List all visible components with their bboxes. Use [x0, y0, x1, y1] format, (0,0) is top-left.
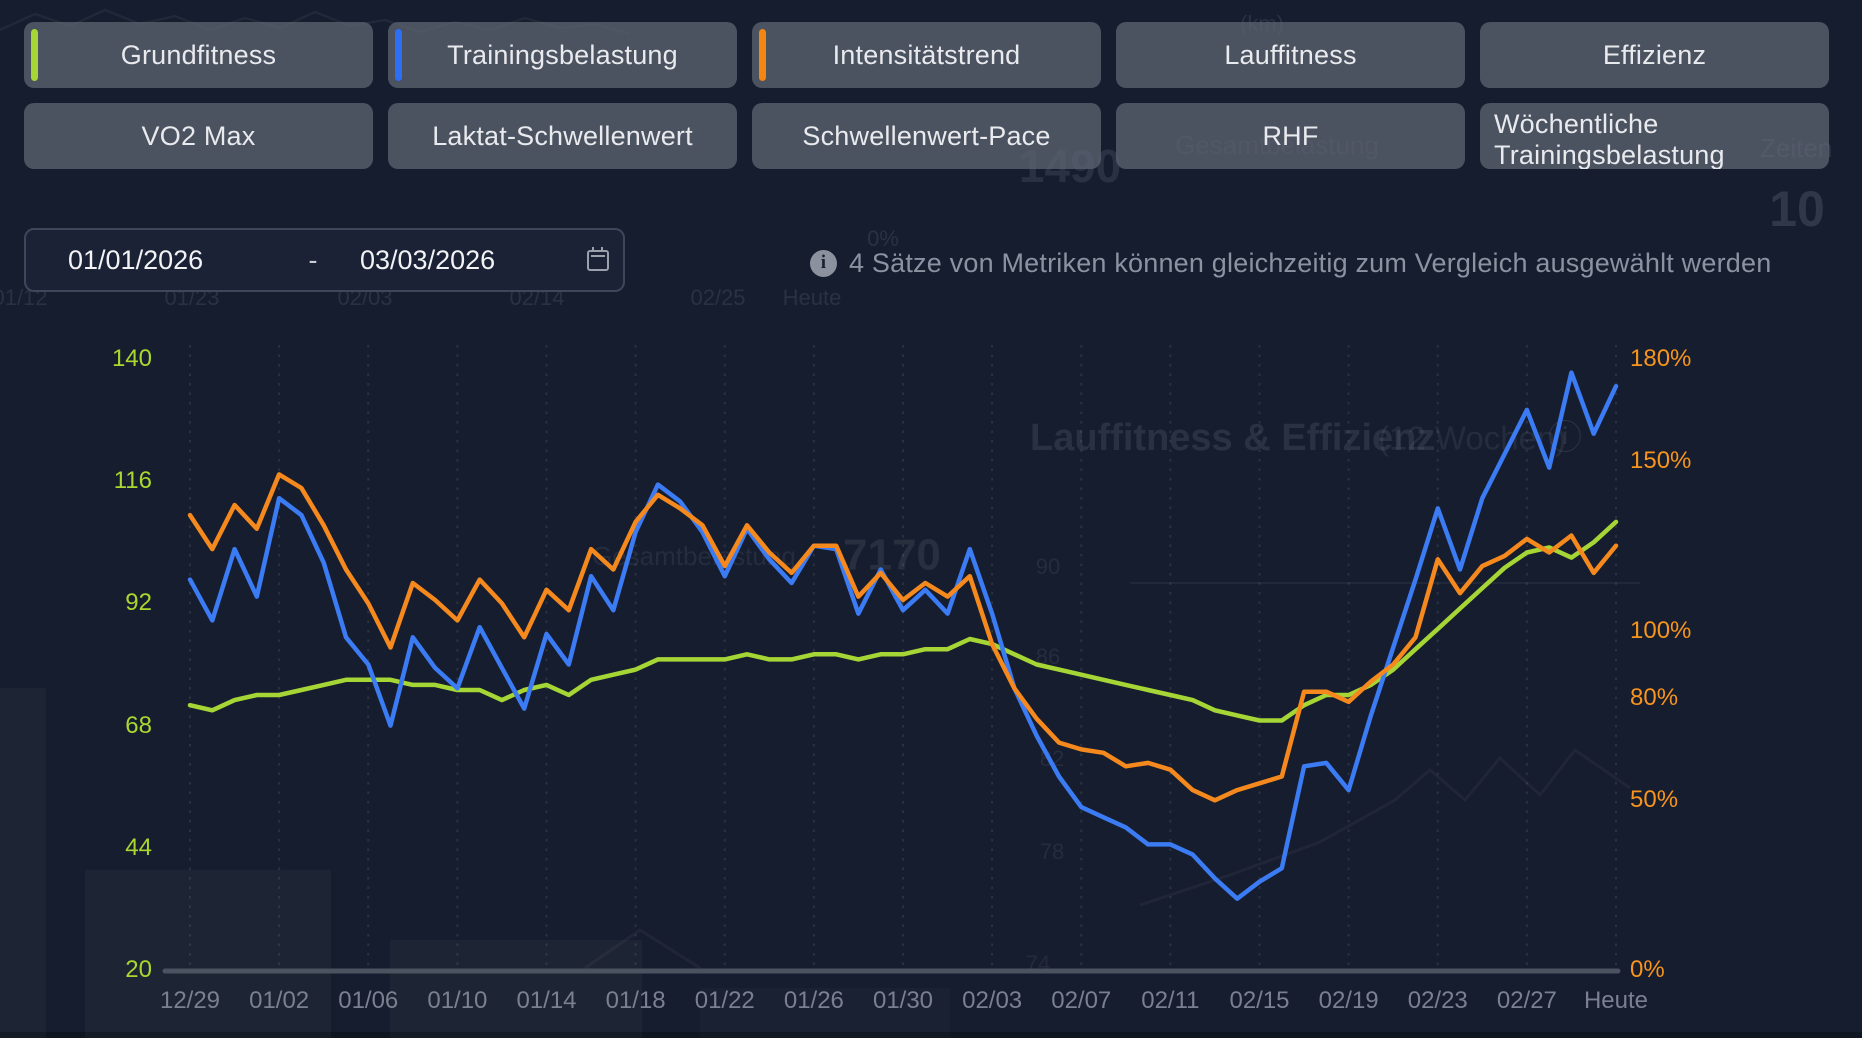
- metric-button-label: Laktat-Schwellenwert: [432, 120, 693, 151]
- info-icon: i: [810, 249, 837, 277]
- metric-button-schwellenwert-pace[interactable]: Schwellenwert-Pace: [752, 103, 1101, 169]
- info-banner: i 4 Sätze von Metriken können gleichzeit…: [810, 246, 1840, 280]
- metric-button-vo2-max[interactable]: VO2 Max: [24, 103, 373, 169]
- metric-button-label: Lauffitness: [1224, 39, 1357, 70]
- metric-button-effizienz[interactable]: Effizienz: [1480, 22, 1829, 88]
- ghost-sparkline-top: [0, 8, 631, 36]
- selected-metric-accent-bar: [31, 29, 38, 81]
- date-range-picker[interactable]: 01/01/2026 - 03/03/2026: [24, 228, 625, 292]
- calendar-icon[interactable]: [587, 246, 609, 271]
- date-range-separator: -: [308, 244, 318, 275]
- info-banner-text: 4 Sätze von Metriken können gleichzeitig…: [849, 247, 1772, 278]
- ghost-text: 0%: [867, 226, 899, 251]
- metric-button-laktat-schwellenwert[interactable]: Laktat-Schwellenwert: [388, 103, 737, 169]
- metric-button-label: RHF: [1262, 120, 1319, 151]
- start-date-input[interactable]: 01/01/2026: [68, 244, 204, 275]
- metric-button-intensitätstrend[interactable]: Intensitätstrend: [752, 22, 1101, 88]
- end-date-input[interactable]: 03/03/2026: [360, 244, 496, 275]
- ghost-chart-line-small: [584, 928, 701, 970]
- ghost-text: 10: [1769, 181, 1825, 237]
- metric-button-wöchentliche-trainingsbelastung[interactable]: Wöchentliche Trainingsbelastung: [1480, 103, 1829, 169]
- metric-button-grundfitness[interactable]: Grundfitness: [24, 22, 373, 88]
- metric-button-trainingsbelastung[interactable]: Trainingsbelastung: [388, 22, 737, 88]
- metric-button-label: Intensitätstrend: [832, 39, 1021, 70]
- metric-button-label: VO2 Max: [141, 120, 256, 151]
- ghost-text: Heute: [783, 285, 842, 310]
- metric-button-label: Schwellenwert-Pace: [802, 120, 1051, 151]
- metric-button-rhf[interactable]: RHF: [1116, 103, 1465, 169]
- metric-button-label: Trainingsbelastung: [447, 39, 678, 70]
- ghost-text: 02/25: [690, 285, 745, 310]
- metric-button-lauffitness[interactable]: Lauffitness: [1116, 22, 1465, 88]
- bottom-edge-strip: [0, 1032, 1862, 1038]
- metric-button-label: Wöchentliche Trainingsbelastung: [1494, 109, 1725, 169]
- selected-metric-accent-bar: [759, 29, 766, 81]
- metric-button-label: Effizienz: [1602, 39, 1707, 70]
- metric-button-label: Grundfitness: [120, 39, 277, 70]
- selected-metric-accent-bar: [395, 29, 402, 81]
